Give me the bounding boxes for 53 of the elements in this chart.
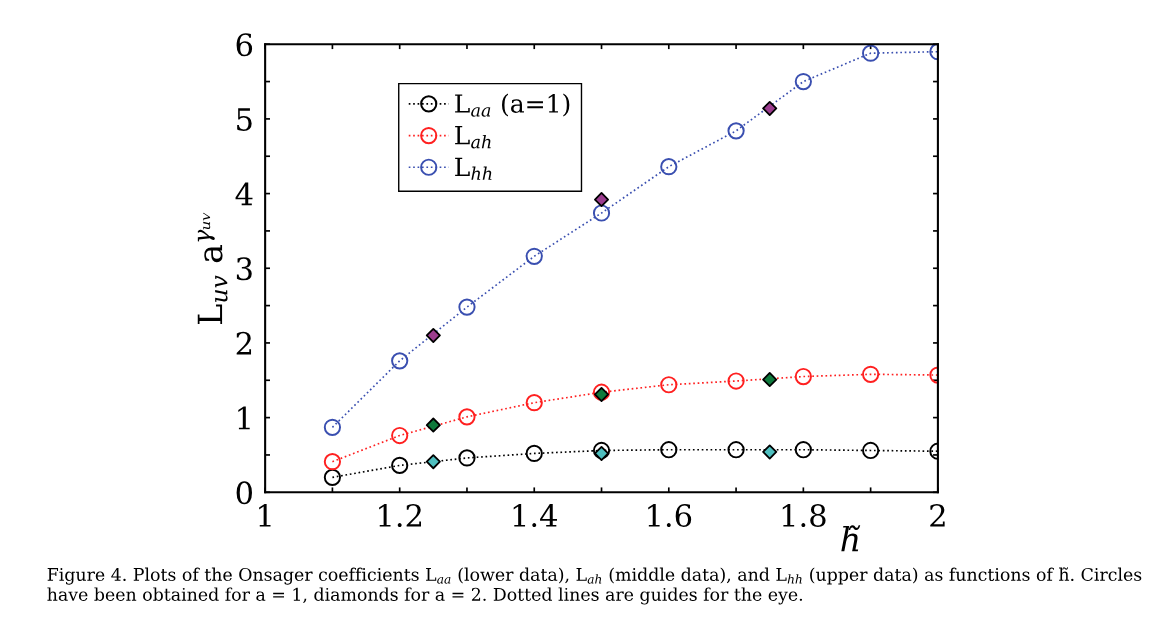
legend-label: L$_{hh}$ — [455, 157, 492, 180]
point — [862, 44, 880, 62]
x-tick-label: 1.8 — [782, 503, 826, 528]
point — [862, 441, 880, 460]
y-tick-label: 3 — [236, 257, 252, 281]
point — [660, 158, 678, 176]
point — [425, 454, 441, 470]
x-tick-label: 1.6 — [648, 503, 692, 528]
legend-label: L$_{aa}$ (a=1) — [455, 93, 570, 117]
legend-label: L$_{ah}$ — [455, 126, 491, 149]
point — [323, 418, 342, 436]
point — [794, 72, 812, 91]
point — [391, 456, 409, 475]
y-tick-label: 0 — [236, 481, 252, 505]
point — [594, 445, 610, 461]
point — [458, 449, 476, 467]
point — [425, 327, 441, 343]
point — [794, 367, 812, 386]
y-tick-label: 4 — [235, 182, 253, 206]
x-tick-label: 2 — [930, 503, 945, 527]
x-tick-label: 1.2 — [379, 503, 421, 528]
caption: Figure 4. Plots of the Onsager coefficients L$_{aa}$ (lower data), L$_{ah}$ (middle data), and L$_{hh}$ (upper data) as functions of h̃. Circles have been obtained for a = 1, diamonds for a = 2. Dotted lines are guides for the eye. — [47, 567, 1142, 605]
point — [862, 365, 880, 383]
x-axis-title: h̃ — [841, 525, 861, 552]
y-tick-label: 6 — [236, 33, 253, 57]
point — [660, 441, 678, 459]
point — [762, 444, 778, 460]
point — [762, 100, 778, 116]
point — [525, 394, 543, 412]
x-tick-label: 1.4 — [513, 503, 557, 528]
point — [592, 441, 611, 460]
y-tick-label: 1 — [238, 406, 250, 430]
point — [391, 426, 409, 445]
point — [323, 453, 342, 471]
point — [323, 468, 342, 486]
y-axis-title: L$_{uv}$ a$^{γᵤᵥ}$ — [197, 212, 228, 325]
point — [425, 417, 441, 433]
point — [660, 376, 678, 394]
point — [458, 298, 476, 316]
point — [391, 352, 409, 370]
point — [592, 204, 611, 222]
point — [727, 122, 745, 140]
point — [727, 372, 745, 390]
point — [762, 372, 778, 388]
point — [794, 441, 812, 459]
point — [458, 408, 476, 426]
point — [594, 192, 610, 208]
x-tick-label: 1 — [259, 503, 271, 527]
point — [525, 444, 543, 463]
point — [525, 247, 543, 265]
point — [727, 441, 745, 459]
y-tick-label: 2 — [236, 331, 252, 355]
y-tick-label: 5 — [237, 108, 252, 131]
